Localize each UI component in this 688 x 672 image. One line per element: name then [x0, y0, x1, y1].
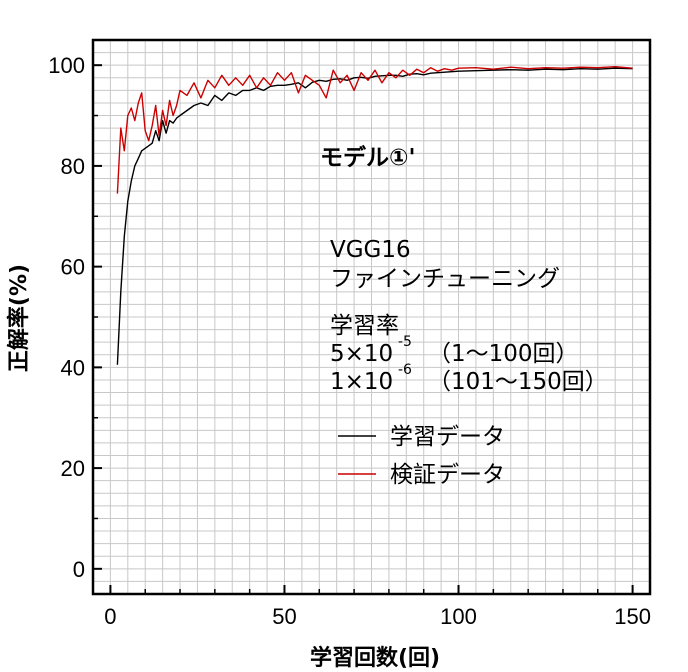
ticks [93, 64, 634, 594]
y-tick-labels: 0 20 40 60 80 100 [48, 53, 85, 582]
x-tick-label: 100 [440, 604, 477, 629]
y-tick-label: 80 [61, 154, 85, 179]
lr1-mantissa: 5×10 [330, 341, 393, 367]
series-line-train [116, 67, 633, 365]
x-tick-label: 0 [104, 604, 116, 629]
series-line-val [116, 65, 633, 194]
y-tick-label: 40 [61, 355, 85, 380]
x-tick-label: 150 [614, 604, 651, 629]
lr2-range: （101〜150回） [428, 369, 608, 395]
model-annotation: VGG16 [330, 237, 411, 263]
x-axis-title: 学習回数(回) [310, 645, 440, 671]
legend: 学習データ 検証データ [338, 424, 505, 488]
x-tick-labels: 0 50 100 150 [104, 604, 651, 629]
y-axis-title: 正解率(%) [6, 264, 32, 372]
lr1-exponent: -5 [398, 334, 412, 350]
y-tick-label: 100 [48, 53, 85, 78]
lr2-exponent: -6 [398, 362, 412, 378]
method-annotation: ファインチューニング [330, 266, 560, 292]
y-tick-label: 60 [61, 255, 85, 280]
series-layer [116, 65, 633, 365]
x-tick-label: 50 [272, 604, 296, 629]
legend-label-val: 検証データ [390, 462, 505, 488]
y-tick-label: 20 [61, 456, 85, 481]
legend-label-train: 学習データ [390, 424, 505, 450]
y-tick-label: 0 [73, 557, 85, 582]
lr1-range: （1〜100回） [428, 341, 579, 367]
lr2-mantissa: 1×10 [330, 369, 393, 395]
chart-title: モデル①' [320, 144, 416, 171]
lr-label: 学習率 [330, 313, 399, 339]
